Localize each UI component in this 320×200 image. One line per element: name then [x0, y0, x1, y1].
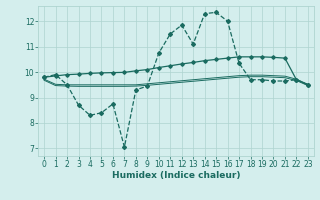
X-axis label: Humidex (Indice chaleur): Humidex (Indice chaleur) [112, 171, 240, 180]
